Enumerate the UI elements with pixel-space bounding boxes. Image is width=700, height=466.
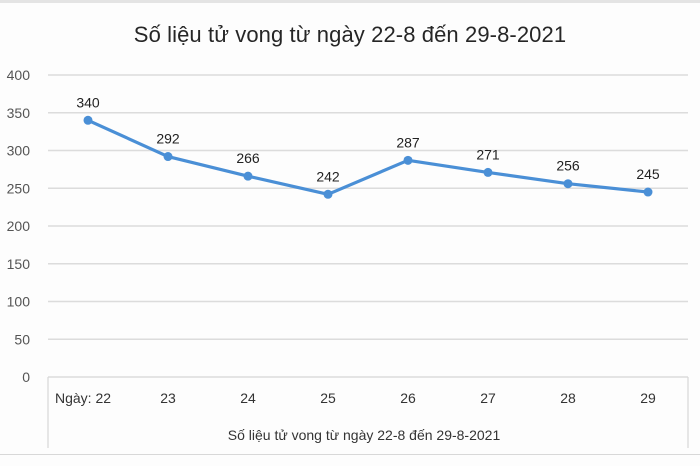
y-tick-label: 350 [7, 105, 31, 121]
data-label: 287 [396, 134, 420, 150]
y-tick-label: 250 [7, 180, 31, 196]
x-axis-title: Số liệu tử vong từ ngày 22-8 đến 29-8-20… [228, 427, 501, 443]
y-tick-label: 50 [14, 331, 30, 347]
data-point-marker [323, 189, 333, 199]
x-tick-label: 26 [400, 390, 416, 406]
y-tick-label: 150 [7, 256, 31, 272]
data-point-marker [163, 152, 173, 162]
data-point-marker [403, 155, 413, 165]
data-label: 292 [156, 131, 180, 147]
x-tick-label: 29 [640, 390, 656, 406]
bottom-border [0, 454, 700, 455]
x-tick-label: 28 [560, 390, 576, 406]
data-point-marker [563, 179, 573, 189]
data-label: 266 [236, 150, 260, 166]
x-tick-label: Ngày: 22 [55, 390, 111, 406]
data-label: 242 [316, 168, 340, 184]
data-point-marker [643, 187, 653, 197]
data-label: 271 [476, 146, 500, 162]
data-label: 245 [636, 166, 660, 182]
x-tick-label: 23 [160, 390, 176, 406]
y-tick-label: 400 [7, 67, 31, 83]
y-tick-label: 0 [22, 369, 30, 385]
data-point-marker [243, 171, 253, 181]
x-tick-label: 25 [320, 390, 336, 406]
data-point-marker [483, 167, 493, 177]
x-tick-label: 27 [480, 390, 496, 406]
top-border [0, 0, 700, 3]
data-label: 340 [76, 94, 100, 110]
series-line [87, 118, 649, 196]
y-tick-label: 200 [7, 218, 31, 234]
data-label: 256 [556, 158, 580, 174]
data-point-marker [83, 115, 93, 125]
chart-title: Số liệu tử vong từ ngày 22-8 đến 29-8-20… [133, 22, 567, 47]
y-tick-label: 300 [7, 143, 31, 159]
y-tick-label: 100 [7, 294, 31, 310]
x-tick-label: 24 [240, 390, 256, 406]
